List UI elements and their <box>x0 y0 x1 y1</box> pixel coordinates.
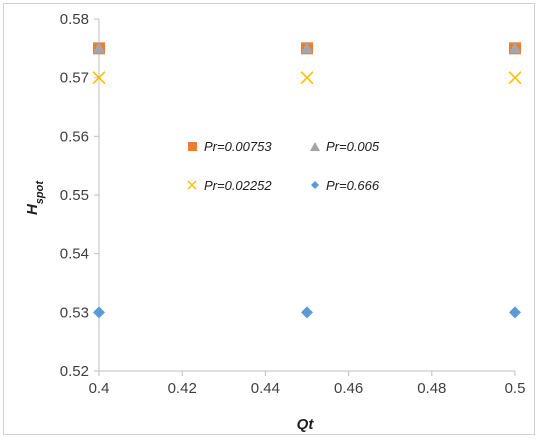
x-tick-label: 0.4 <box>89 380 110 397</box>
y-tick-label: 0.57 <box>60 70 89 87</box>
x-axis-title: Qt <box>297 416 315 433</box>
data-point-triangle <box>301 41 313 54</box>
legend-item-2: Pr=0.02252 <box>187 178 272 193</box>
legend-marker-x <box>187 180 197 190</box>
legend-item-0: Pr=0.00753 <box>188 139 272 154</box>
y-axis-title-sub: spot <box>34 180 46 205</box>
data-point-diamond <box>509 306 521 319</box>
legend-label: Pr=0.00753 <box>204 139 272 154</box>
data-point-x <box>300 71 314 85</box>
x-tick-label: 0.42 <box>168 380 197 397</box>
legend-marker-diamond <box>311 181 319 189</box>
y-tick-label: 0.52 <box>60 363 89 380</box>
y-tick-label: 0.58 <box>60 11 89 28</box>
legend-label: Pr=0.02252 <box>204 178 272 193</box>
data-point-x-stroke <box>300 71 314 85</box>
x-tick-label: 0.5 <box>505 380 526 397</box>
data-point-x <box>92 71 106 85</box>
legend: Pr=0.00753 Pr=0.005 Pr=0.02252 Pr=0.666 <box>187 139 380 193</box>
y-tick-label: 0.56 <box>60 128 89 145</box>
chart-area <box>3 3 535 435</box>
y-tick-label: 0.53 <box>60 304 89 321</box>
x-tick-label: 0.46 <box>334 380 363 397</box>
y-axis-title-main: H <box>24 203 41 215</box>
data-point-diamond <box>301 306 313 319</box>
data-point-triangle <box>509 41 521 54</box>
y-axis-title: Hspot <box>24 180 46 215</box>
legend-item-1: Pr=0.005 <box>310 139 380 154</box>
y-tick-label: 0.55 <box>60 187 89 204</box>
legend-marker-square <box>188 142 197 151</box>
y-tick-label: 0.54 <box>60 246 89 263</box>
data-point-triangle <box>93 41 105 54</box>
data-point-diamond <box>93 306 105 319</box>
legend-label: Pr=0.005 <box>326 139 380 154</box>
legend-label: Pr=0.666 <box>326 178 380 193</box>
legend-item-3: Pr=0.666 <box>311 178 380 193</box>
legend-marker-triangle <box>310 142 320 151</box>
x-tick-label: 0.48 <box>417 380 446 397</box>
data-point-x-stroke <box>92 71 106 85</box>
data-point-x-stroke <box>508 71 522 85</box>
x-tick-label: 0.44 <box>251 380 280 397</box>
data-point-x <box>508 71 522 85</box>
